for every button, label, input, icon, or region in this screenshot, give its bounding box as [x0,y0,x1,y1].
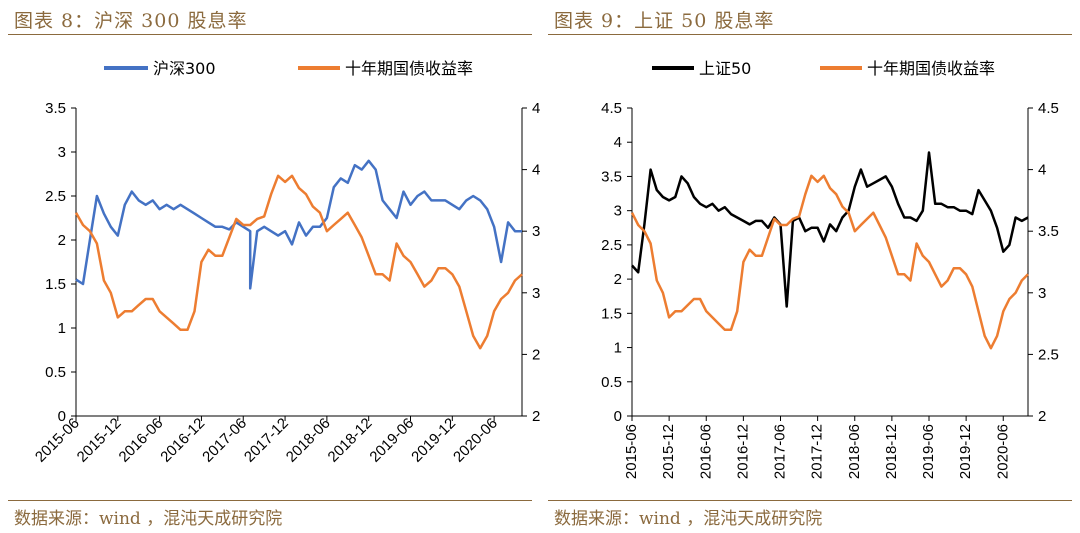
x-tick-label: 2018-06 [846,424,863,479]
x-tick-label: 2015-12 [74,415,125,466]
x-tick-label: 2016-12 [734,424,751,479]
x-tick-label: 2019-06 [366,415,417,466]
x-tick-label: 2020-06 [994,424,1011,479]
x-tick-label: 2017-06 [772,424,789,479]
dividend-yield-chart-sse50: 0 0.5 1 1.5 2 2.5 3 3.5 4 4.5 2 2.5 3 3.5 4 4.5 2015-06 2… [601,59,1059,479]
x-tick-label: 2018-06 [283,415,334,466]
source-divider [8,500,532,501]
right-y-tick-label: 3.5 [532,223,540,240]
left-y-tick-label: 2.5 [601,237,622,254]
x-tick-label: 2019-12 [408,415,459,466]
right-y-tick-label: 2 [532,408,540,425]
chart-panel-csi300: 图表 8：沪深 300 股息率 0 0.5 1 1.5 2 2.5 3 3.5 2 2.5 3 3.5… [8,10,540,529]
legend-label: 十年期国债收益率 [867,59,995,78]
x-tick-label: 2017-12 [809,424,826,479]
left-y-tick-label: 3 [58,144,66,161]
dividend-yield-chart-csi300: 00.511.522.533.522.533.544.52015-062015-… [32,59,540,466]
x-tick-label: 2016-06 [115,415,166,466]
left-y-tick-label: 0.5 [601,374,622,391]
x-tick-label: 2017-12 [241,415,292,466]
right-y-tick-label: 4 [1038,162,1046,179]
series-line-treasury-yield [630,174,1029,350]
legend-label: 上证50 [699,59,751,78]
right-y-tick-label: 3 [1038,285,1046,302]
right-y-tick-label: 2.5 [1038,346,1059,363]
chart-title: 图表 9：上证 50 股息率 [554,10,775,32]
chart-source: 数据来源：wind ，混沌天成研究院 [554,509,823,529]
left-y-tick-label: 2 [58,232,66,249]
legend-label: 沪深300 [153,59,216,78]
x-tick-label: 2016-06 [697,424,714,479]
legend-label: 十年期国债收益率 [345,59,473,78]
left-y-tick-label: 3 [614,203,622,220]
x-tick-label: 2018-12 [883,424,900,479]
x-tick-label: 2015-12 [660,424,677,479]
x-tick-label: 2020-06 [450,415,501,466]
x-tick-label: 2017-06 [199,415,250,466]
left-y-tick-label: 4.5 [601,100,622,117]
left-y-tick-label: 0.5 [45,364,66,381]
x-tick-label: 2019-12 [957,424,974,479]
right-y-tick-label: 4 [532,162,540,179]
x-tick-label: 2019-06 [920,424,937,479]
source-divider [548,500,1072,501]
right-y-tick-label: 2.5 [532,346,540,363]
left-y-tick-label: 0 [614,408,622,425]
left-y-tick-label: 1.5 [601,305,622,322]
x-tick-label: 2018-12 [325,415,376,466]
right-y-tick-label: 3.5 [1038,223,1059,240]
right-y-tick-label: 3 [532,285,540,302]
series-line-treasury-yield [74,174,523,350]
x-tick-label: 2016-12 [157,415,208,466]
left-y-tick-label: 2 [614,271,622,288]
series-line-dividend-yield [75,159,522,290]
right-y-tick-label: 2 [1038,408,1046,425]
right-y-tick-label: 4.5 [1038,100,1059,117]
title-divider [548,34,1072,35]
chart-panel-sse50: 图表 9：上证 50 股息率 0 0.5 1 1.5 2 2.5 3 3.5 4 4.5 2 2.5 3… [540,0,1080,533]
left-y-tick-label: 0 [58,408,66,425]
chart-title: 图表 8：沪深 300 股息率 [14,10,248,32]
left-y-tick-label: 3.5 [601,168,622,185]
title-divider [8,34,532,35]
series-line-dividend-yield [631,151,1029,308]
left-y-tick-label: 1 [614,340,622,357]
left-y-tick-label: 4 [614,134,622,151]
x-tick-label: 2015-06 [623,424,640,479]
left-y-tick-label: 1.5 [45,276,66,293]
left-y-tick-label: 1 [58,320,66,337]
chart-source: 数据来源：wind ，混沌天成研究院 [14,509,283,529]
left-y-tick-label: 2.5 [45,188,66,205]
right-y-tick-label: 4.5 [532,100,540,117]
left-y-tick-label: 3.5 [45,100,66,117]
